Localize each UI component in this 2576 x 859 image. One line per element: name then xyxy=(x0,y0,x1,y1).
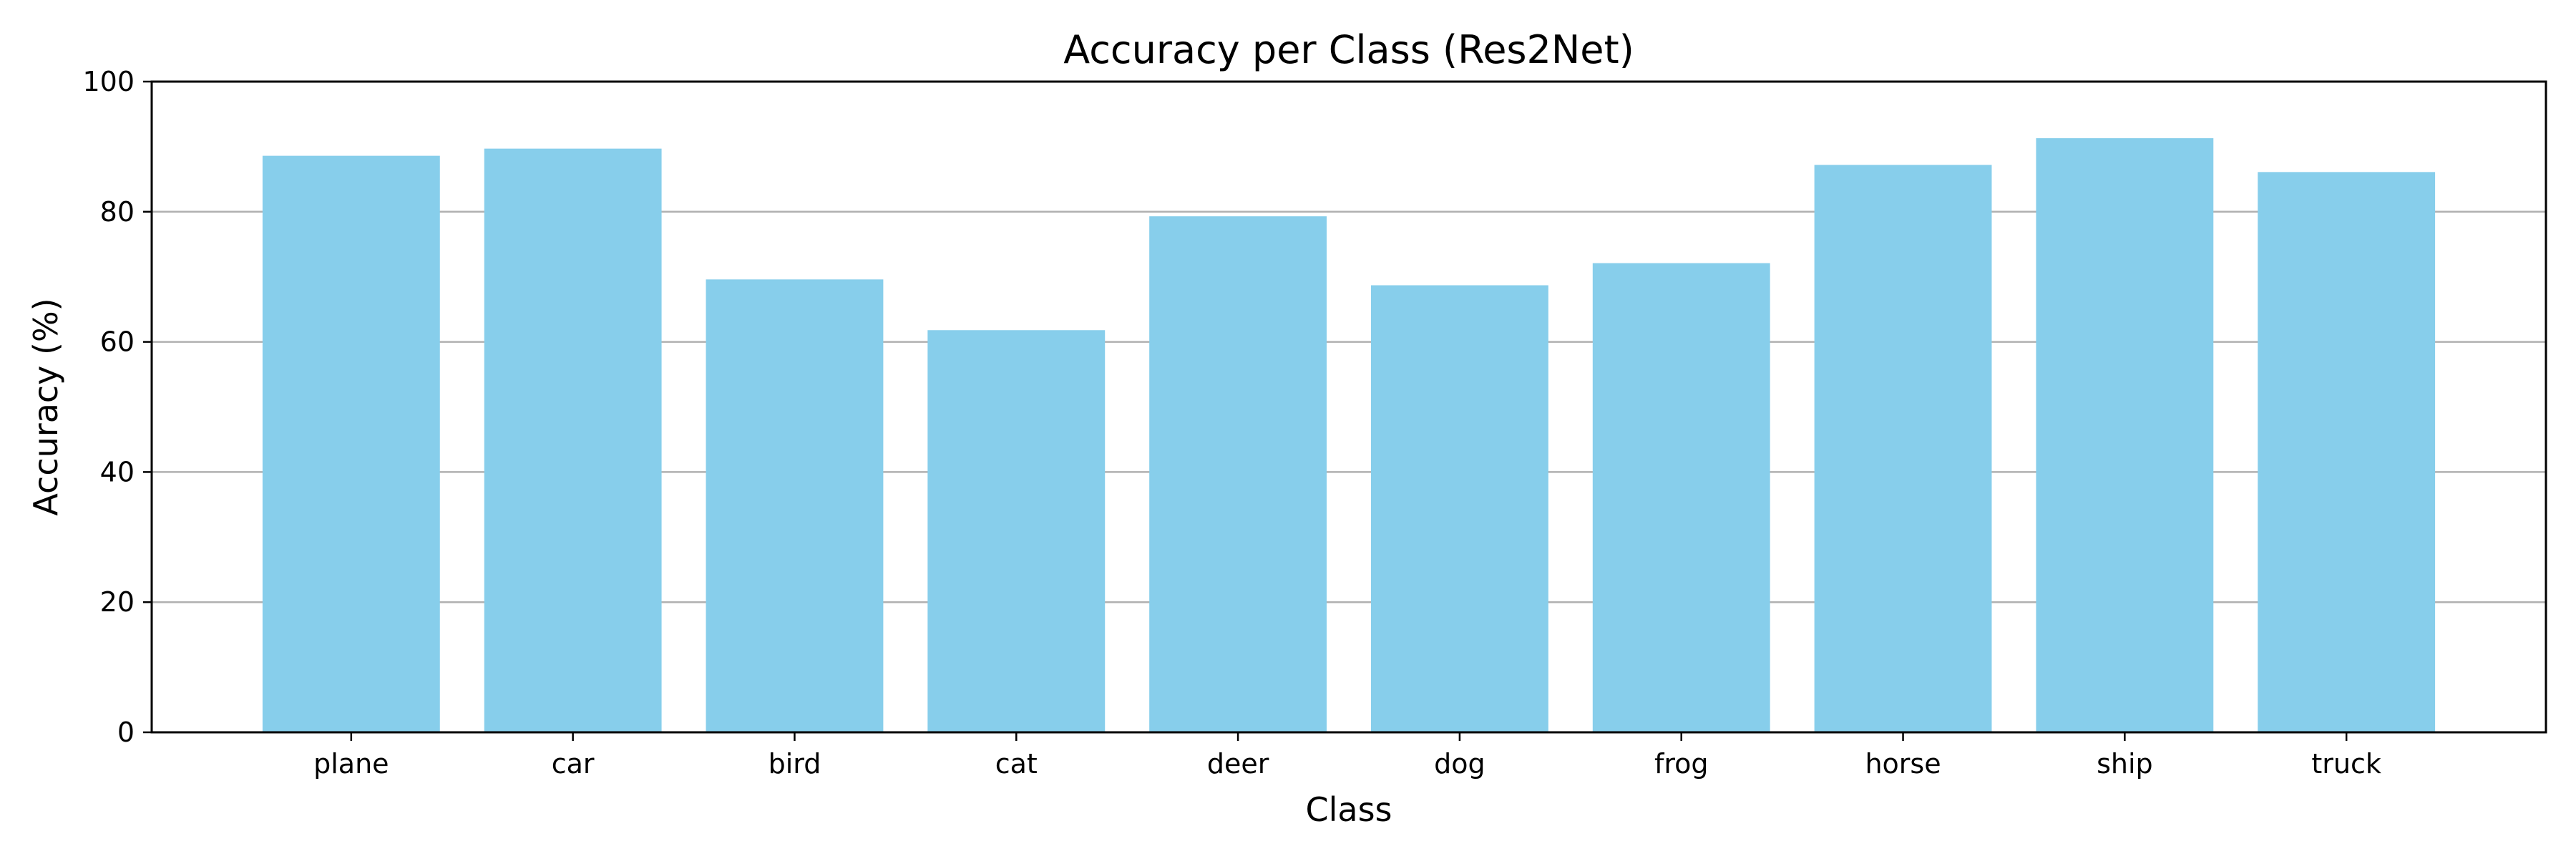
bar-ship xyxy=(2036,138,2214,732)
bar-dog xyxy=(1370,285,1548,733)
x-tick-label-truck: truck xyxy=(2311,748,2381,780)
bar-bird xyxy=(706,279,884,732)
x-axis-ticks: plane car bird cat deer dog frog horse ship truck xyxy=(313,732,2381,780)
bar-deer xyxy=(1149,216,1327,733)
x-tick-label-bird: bird xyxy=(769,748,821,780)
bar-truck xyxy=(2258,172,2436,732)
y-tick-label: 20 xyxy=(100,586,135,618)
x-axis-label: Class xyxy=(1305,790,1392,829)
bars xyxy=(262,138,2436,733)
x-tick-label-ship: ship xyxy=(2097,748,2153,780)
y-tick-label: 60 xyxy=(100,326,135,358)
chart-title: Accuracy per Class (Res2Net) xyxy=(1063,27,1634,72)
y-axis-ticks: 0 20 40 60 80 100 xyxy=(82,66,152,748)
x-tick-label-frog: frog xyxy=(1654,748,1709,780)
bar-plane xyxy=(262,155,440,733)
x-tick-label-cat: cat xyxy=(995,748,1038,780)
x-tick-label-dog: dog xyxy=(1434,748,1485,780)
plot-area-frame xyxy=(150,80,2547,734)
x-tick-label-car: car xyxy=(552,748,595,780)
bar-cat xyxy=(927,330,1106,732)
bar-car xyxy=(484,148,662,732)
x-tick-label-horse: horse xyxy=(1865,748,1941,780)
bar-horse xyxy=(1814,165,1992,733)
y-tick-label: 100 xyxy=(82,66,135,97)
x-tick-label-deer: deer xyxy=(1207,748,1269,780)
y-tick-label: 0 xyxy=(117,717,135,748)
y-tick-label: 80 xyxy=(100,196,135,228)
x-tick-label-plane: plane xyxy=(313,748,389,780)
y-tick-label: 40 xyxy=(100,456,135,487)
bar-frog xyxy=(1592,263,1770,733)
y-axis-label: Accuracy (%) xyxy=(26,298,65,515)
